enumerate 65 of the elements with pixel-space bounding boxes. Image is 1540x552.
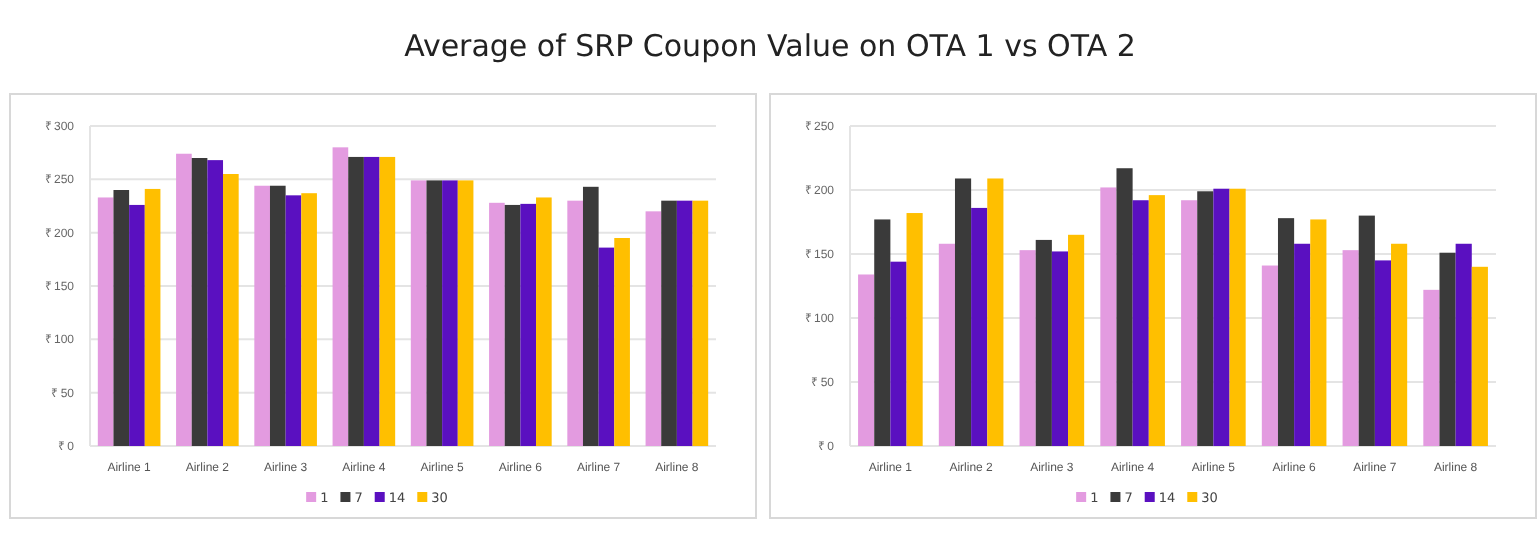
bar <box>1213 188 1230 446</box>
bar <box>1132 200 1149 446</box>
bar <box>1261 265 1278 446</box>
bar <box>1439 252 1456 446</box>
bar <box>1471 266 1488 446</box>
bar <box>1391 243 1408 446</box>
bar <box>1181 200 1198 446</box>
bar <box>567 200 583 446</box>
bar <box>223 174 239 446</box>
bar <box>191 158 208 446</box>
bar <box>410 180 427 446</box>
bar <box>1116 168 1133 446</box>
bar <box>1148 195 1165 446</box>
bar <box>285 195 302 446</box>
chart-title: Average of SRP Coupon Value on OTA 1 vs OTA 2 <box>404 28 1136 64</box>
bar <box>1455 243 1472 446</box>
bar <box>1277 218 1295 446</box>
bar <box>176 153 192 446</box>
bar <box>645 211 662 446</box>
bar <box>676 200 693 446</box>
bar <box>1310 219 1327 446</box>
bar <box>332 147 349 446</box>
bar <box>582 186 599 446</box>
bar <box>489 202 505 446</box>
bar <box>379 156 396 446</box>
bar <box>301 193 317 446</box>
bar <box>1342 250 1359 446</box>
bar <box>954 178 972 446</box>
bar <box>207 160 224 446</box>
bar <box>426 180 443 446</box>
bar <box>987 178 1004 446</box>
bar <box>1019 250 1036 446</box>
bar <box>536 197 552 446</box>
bar <box>1051 251 1069 446</box>
bar <box>254 185 270 446</box>
bar <box>858 274 875 446</box>
bar <box>598 247 615 446</box>
bar <box>692 200 709 446</box>
bar <box>971 207 988 446</box>
bar <box>1197 191 1214 446</box>
bar <box>348 156 364 446</box>
bar <box>113 190 130 446</box>
bar <box>1229 188 1246 446</box>
bar <box>457 180 474 446</box>
bar <box>906 213 923 446</box>
bar <box>1068 234 1085 446</box>
bar <box>129 204 145 446</box>
bar <box>442 180 458 446</box>
bar <box>614 238 630 446</box>
bar <box>1294 243 1311 446</box>
bar <box>1423 289 1440 446</box>
bar <box>890 261 907 446</box>
bar <box>504 204 521 446</box>
bar <box>1035 239 1052 446</box>
bar <box>1100 187 1117 446</box>
bar <box>874 219 891 446</box>
bar <box>144 188 161 446</box>
bar <box>1374 260 1392 446</box>
bar <box>520 203 537 446</box>
bar <box>363 156 380 446</box>
bar <box>1358 215 1375 446</box>
bar <box>938 243 955 446</box>
bar <box>97 197 114 446</box>
bar <box>269 185 286 446</box>
bar <box>661 200 677 446</box>
